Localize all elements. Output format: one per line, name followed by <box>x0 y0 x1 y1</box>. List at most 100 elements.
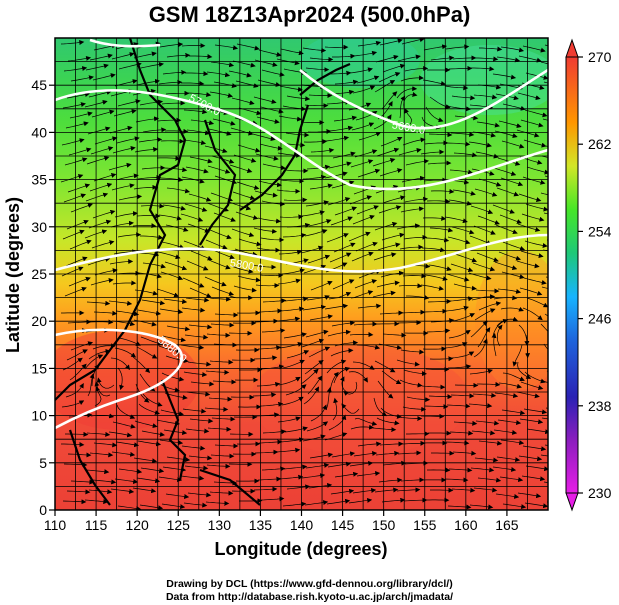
streamline <box>353 450 378 457</box>
streamline <box>306 421 329 432</box>
streamline <box>421 384 446 390</box>
streamline <box>204 276 227 287</box>
streamline <box>65 256 88 267</box>
streamline <box>381 232 405 241</box>
streamline <box>109 125 133 134</box>
streamline <box>231 97 255 106</box>
streamline <box>334 471 359 478</box>
streamline <box>286 95 311 102</box>
streamline <box>162 204 186 211</box>
streamline <box>237 275 261 283</box>
streamline <box>92 73 116 81</box>
streamline <box>404 196 429 203</box>
streamline <box>94 136 118 145</box>
streamline <box>374 360 396 373</box>
streamline <box>399 244 424 250</box>
streamline <box>449 296 474 302</box>
streamline <box>300 368 319 385</box>
streamline <box>325 135 350 142</box>
streamline <box>521 213 545 222</box>
streamline <box>190 119 215 126</box>
streamline <box>496 187 520 197</box>
streamline <box>209 91 233 98</box>
streamline <box>428 132 453 138</box>
streamline <box>158 79 183 85</box>
streamline <box>473 487 498 493</box>
streamline <box>62 499 87 505</box>
y-tick-label: 30 <box>31 219 47 235</box>
streamline <box>204 406 229 412</box>
streamline <box>545 145 548 147</box>
streamline <box>63 66 88 72</box>
streamline <box>259 401 284 407</box>
streamline <box>212 249 235 260</box>
streamline <box>382 332 407 338</box>
streamline <box>448 65 473 71</box>
streamline <box>115 310 140 317</box>
streamline <box>277 278 301 285</box>
streamline <box>522 307 543 321</box>
colorbar: 230 238 246 254 262 270 <box>565 38 612 512</box>
streamline <box>89 452 114 458</box>
streamline <box>280 48 304 56</box>
colorbar-tick-label: 230 <box>588 485 612 501</box>
streamline <box>494 130 518 138</box>
streamline <box>518 193 542 203</box>
streamline <box>163 167 188 173</box>
streamline <box>327 461 352 468</box>
streamline <box>232 191 256 201</box>
streamline <box>134 420 158 429</box>
streamline <box>278 249 303 255</box>
streamline <box>526 166 548 175</box>
streamline <box>332 397 339 421</box>
streamline <box>111 183 135 191</box>
streamline <box>253 355 278 361</box>
streamline <box>114 211 138 218</box>
streamline <box>161 100 186 106</box>
streamline <box>165 355 189 363</box>
streamline <box>423 308 448 314</box>
streamline <box>184 465 209 471</box>
streamline <box>61 400 85 408</box>
streamline <box>397 54 421 62</box>
streamline <box>446 273 470 282</box>
streamline <box>376 147 400 157</box>
streamline <box>135 116 160 123</box>
streamline <box>374 487 399 493</box>
streamline <box>473 94 498 100</box>
streamline <box>398 147 422 156</box>
streamline <box>280 178 305 184</box>
streamline <box>209 229 232 240</box>
streamline <box>254 59 278 67</box>
streamline <box>452 55 477 61</box>
streamline <box>375 450 400 456</box>
streamline <box>186 129 211 136</box>
y-tick-label: 25 <box>31 266 47 282</box>
streamline <box>208 128 232 136</box>
streamline <box>526 428 548 435</box>
streamline <box>425 106 444 123</box>
streamline <box>349 67 373 74</box>
streamline <box>404 108 413 129</box>
streamline <box>65 431 89 437</box>
streamline <box>452 313 476 322</box>
streamline <box>492 466 517 472</box>
x-tick-label: 120 <box>125 517 149 533</box>
streamline <box>423 44 448 51</box>
streamline <box>300 120 325 126</box>
streamline <box>252 133 276 142</box>
y-tick-label: 0 <box>39 502 47 518</box>
streamline <box>253 486 278 492</box>
streamline <box>66 219 89 230</box>
streamline <box>301 210 325 217</box>
streamline <box>401 440 426 446</box>
streamline <box>373 252 397 261</box>
streamline <box>207 165 231 174</box>
streamline <box>165 90 190 96</box>
streamline <box>498 120 522 129</box>
streamline <box>280 306 305 312</box>
streamline <box>208 396 233 402</box>
streamline <box>305 200 329 207</box>
streamline <box>156 155 181 161</box>
streamline <box>451 487 476 493</box>
